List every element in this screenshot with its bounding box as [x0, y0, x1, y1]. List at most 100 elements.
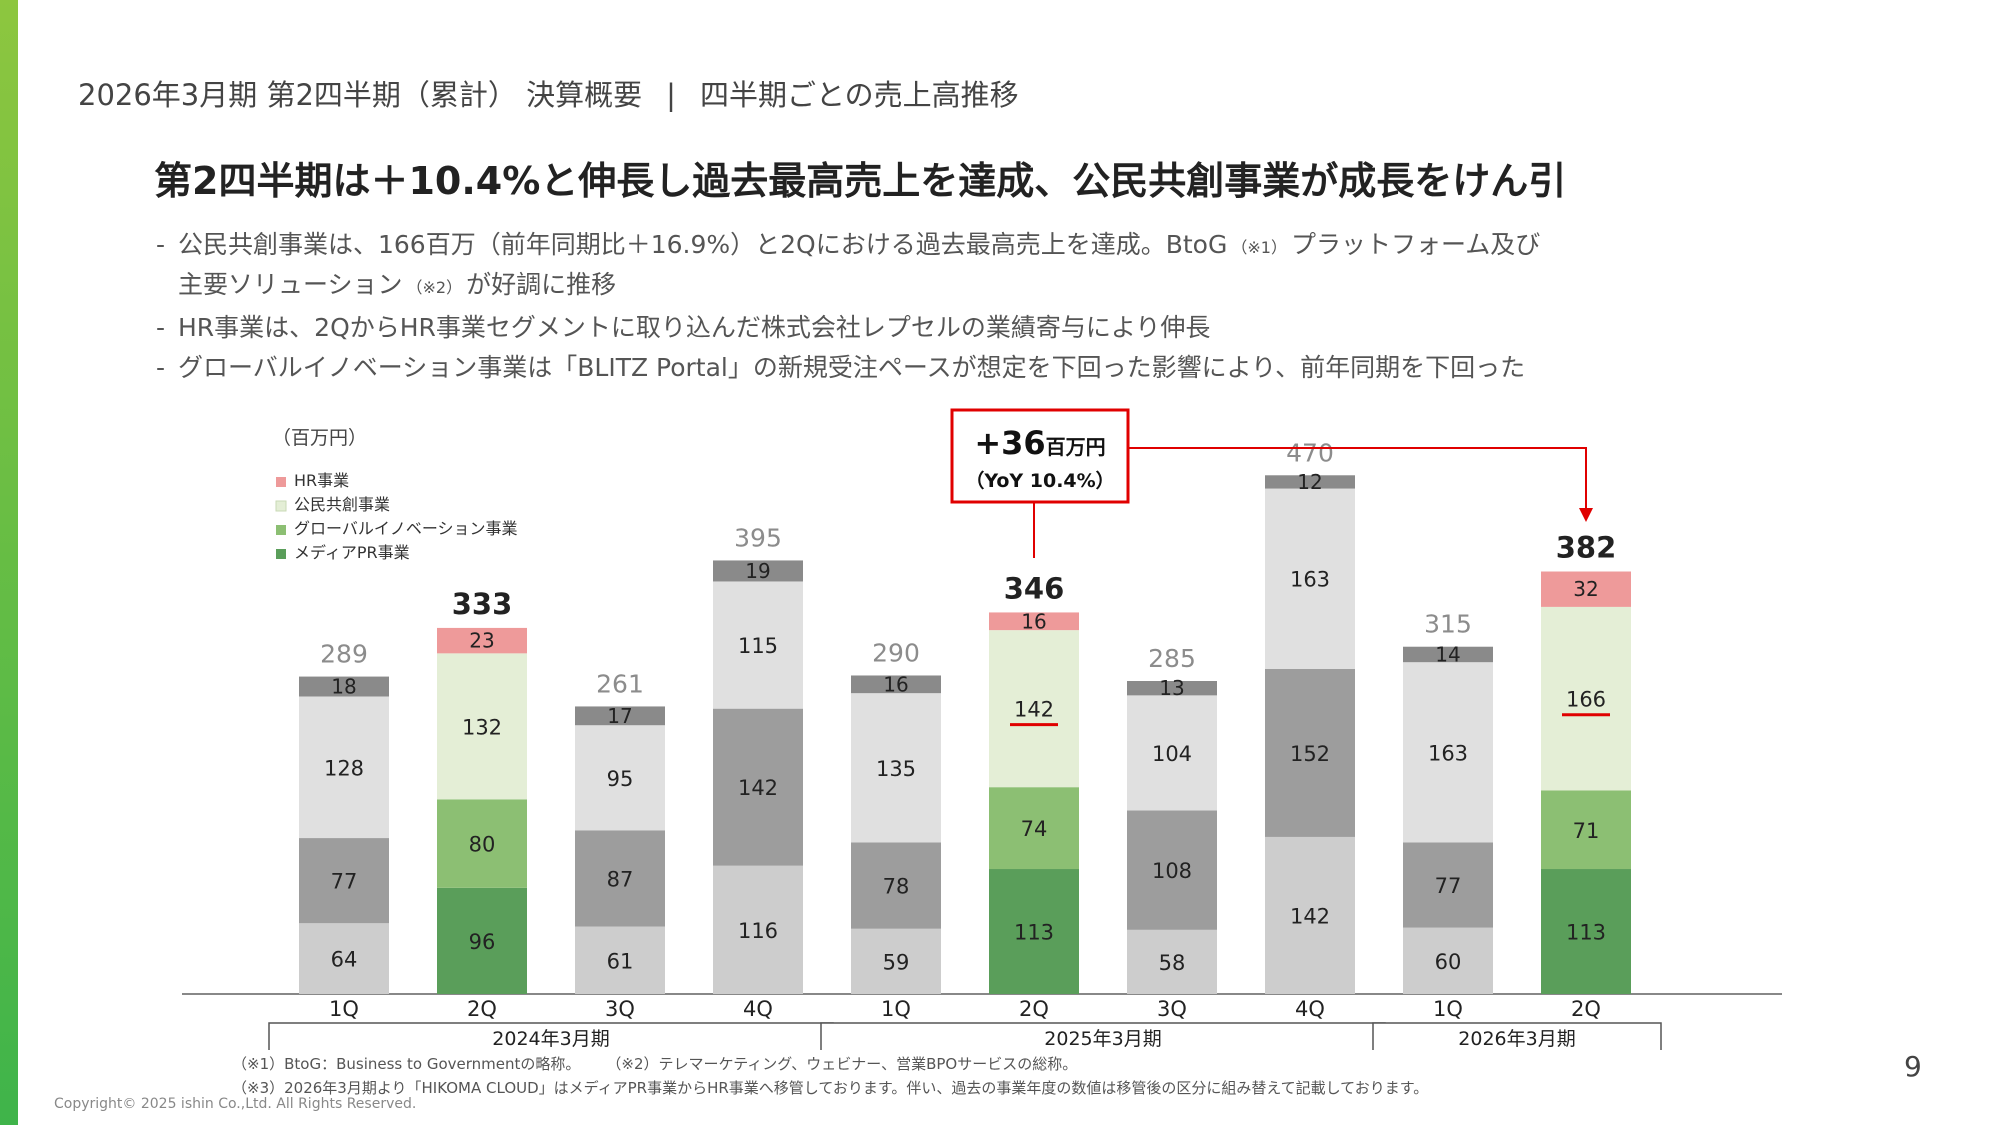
bar-value-label: 59 [883, 950, 910, 974]
callout-unit: 百万円 [1046, 435, 1106, 459]
summary-bullet: グローバルイノベーション事業は「BLITZ Portal」の新規受注ペースが想定… [156, 349, 1676, 386]
bar-value-label: 13 [1159, 676, 1184, 700]
summary-bullets: 公民共創事業は、166百万（前年同期比＋16.9%）と2Qにおける過去最高売上を… [156, 226, 1676, 389]
bar-segment [1265, 488, 1355, 669]
bar-value-label: 12 [1297, 470, 1322, 494]
bar-segment [1265, 668, 1355, 837]
bar-segment [1265, 836, 1355, 994]
bar-segment [1541, 571, 1631, 607]
bar-segment [1403, 927, 1493, 994]
footnote-ref: （※1） [1231, 238, 1287, 257]
bar-value-label: 77 [331, 870, 358, 894]
bar-segment [437, 799, 527, 888]
bar-value-label: 74 [1021, 817, 1048, 841]
bar-value-label: 60 [1435, 950, 1462, 974]
x-tick-label: 3Q [605, 997, 635, 1021]
bar-value-label: 96 [469, 930, 496, 954]
bar-segment [851, 928, 941, 994]
footnote-1: （※1）BtoG：Business to Governmentの略称。 [232, 1055, 581, 1073]
bar-segment [713, 708, 803, 866]
bar-total-label: 333 [452, 587, 513, 621]
breadcrumb-separator: | [666, 78, 676, 112]
legend-swatch [276, 477, 286, 487]
bar-value-label: 18 [331, 675, 356, 699]
bar-value-label: 19 [745, 559, 770, 583]
bar-value-label: 163 [1290, 568, 1330, 592]
legend-label: グローバルイノベーション事業 [294, 519, 518, 538]
bar-segment [851, 675, 941, 694]
bar-value-label: 115 [738, 634, 778, 658]
bar-segment [1265, 475, 1355, 489]
y-unit-label: （百万円） [272, 427, 367, 449]
bar-value-label: 163 [1428, 741, 1468, 765]
bar-segment [713, 560, 803, 582]
x-tick-label: 1Q [329, 997, 359, 1021]
bar-segment [299, 838, 389, 924]
bar-total-label: 261 [596, 669, 644, 698]
period-box [268, 1022, 834, 1050]
bar-value-label: 116 [738, 919, 778, 943]
bar-total-label: 290 [872, 638, 920, 667]
bar-value-label: 108 [1152, 859, 1192, 883]
period-label: 2025年3月期 [1044, 1028, 1161, 1050]
bullet-text: HR事業は、2QからHR事業セグメントに取り込んだ株式会社レプセルの業績寄与によ… [178, 313, 1211, 342]
footnote-ref: （※2） [406, 278, 463, 297]
bar-segment [713, 865, 803, 994]
x-tick-label: 4Q [743, 997, 773, 1021]
summary-bullet: 公民共創事業は、166百万（前年同期比＋16.9%）と2Qにおける過去最高売上を… [156, 226, 1676, 306]
x-tick-label: 1Q [881, 997, 911, 1021]
bar-value-label: 78 [883, 875, 910, 899]
bar-value-label: 142 [1014, 698, 1054, 722]
bar-value-label: 128 [324, 756, 364, 780]
bar-segment [989, 612, 1079, 631]
bar-value-label: 71 [1573, 819, 1600, 843]
copyright: Copyright© 2025 ishin Co.,Ltd. All Right… [54, 1096, 417, 1112]
bar-segment [1403, 662, 1493, 843]
breadcrumb-topic: 四半期ごとの売上高推移 [699, 78, 1019, 112]
bar-value-label: 64 [331, 948, 358, 972]
bar-value-label: 87 [607, 867, 634, 891]
callout-yoy-text: （YoY 10.4%） [965, 469, 1114, 492]
bar-total-label: 285 [1148, 644, 1196, 673]
bar-value-label: 16 [1021, 609, 1046, 633]
legend-label: 公民共創事業 [294, 495, 390, 514]
bar-value-label: 142 [738, 776, 778, 800]
breadcrumb-section: 2026年3月期 第2四半期（累計） 決算概要 [78, 78, 643, 112]
x-tick-label: 2Q [1019, 997, 1049, 1021]
footnote-3: （※3）2026年3月期より「HIKOMA CLOUD」はメディアPR事業からH… [232, 1079, 1429, 1097]
footnote-line-1: （※1）BtoG：Business to Governmentの略称。 （※2）テ… [232, 1052, 1428, 1076]
callout-amount: +36 [974, 424, 1045, 462]
bar-segment [437, 627, 527, 654]
bullet-text: が好調に推移 [466, 270, 617, 299]
page-number: 9 [1904, 1050, 1922, 1083]
bar-total-label: 470 [1286, 438, 1334, 467]
bullet-text: グローバルイノベーション事業は「BLITZ Portal」の新規受注ペースが想定… [178, 353, 1526, 382]
bar-value-label: 166 [1566, 688, 1606, 712]
bar-segment [989, 787, 1079, 870]
bar-segment [989, 630, 1079, 788]
bar-value-label: 77 [1435, 874, 1462, 898]
bar-segment [1403, 842, 1493, 928]
x-tick-label: 2Q [467, 997, 497, 1021]
period-box [1372, 1022, 1662, 1050]
callout-main-text: +36百万円 [974, 424, 1105, 462]
legend-swatch [276, 525, 286, 535]
bar-value-label: 16 [883, 672, 908, 696]
bar-value-label: 104 [1152, 742, 1192, 766]
bar-value-label: 14 [1435, 642, 1460, 666]
callout-box [950, 408, 1130, 504]
x-tick-label: 3Q [1157, 997, 1187, 1021]
bar-value-label: 95 [607, 767, 634, 791]
bar-segment [299, 676, 389, 697]
bar-segment [851, 693, 941, 843]
bar-total-label: 289 [320, 640, 368, 669]
bar-segment [1127, 681, 1217, 696]
period-label: 2026年3月期 [1458, 1028, 1575, 1050]
accent-bar [0, 0, 18, 1125]
bar-segment [437, 887, 527, 994]
legend-label: HR事業 [294, 471, 349, 490]
bar-value-label: 32 [1573, 577, 1598, 601]
bar-segment [1541, 790, 1631, 870]
bar-segment [575, 926, 665, 994]
